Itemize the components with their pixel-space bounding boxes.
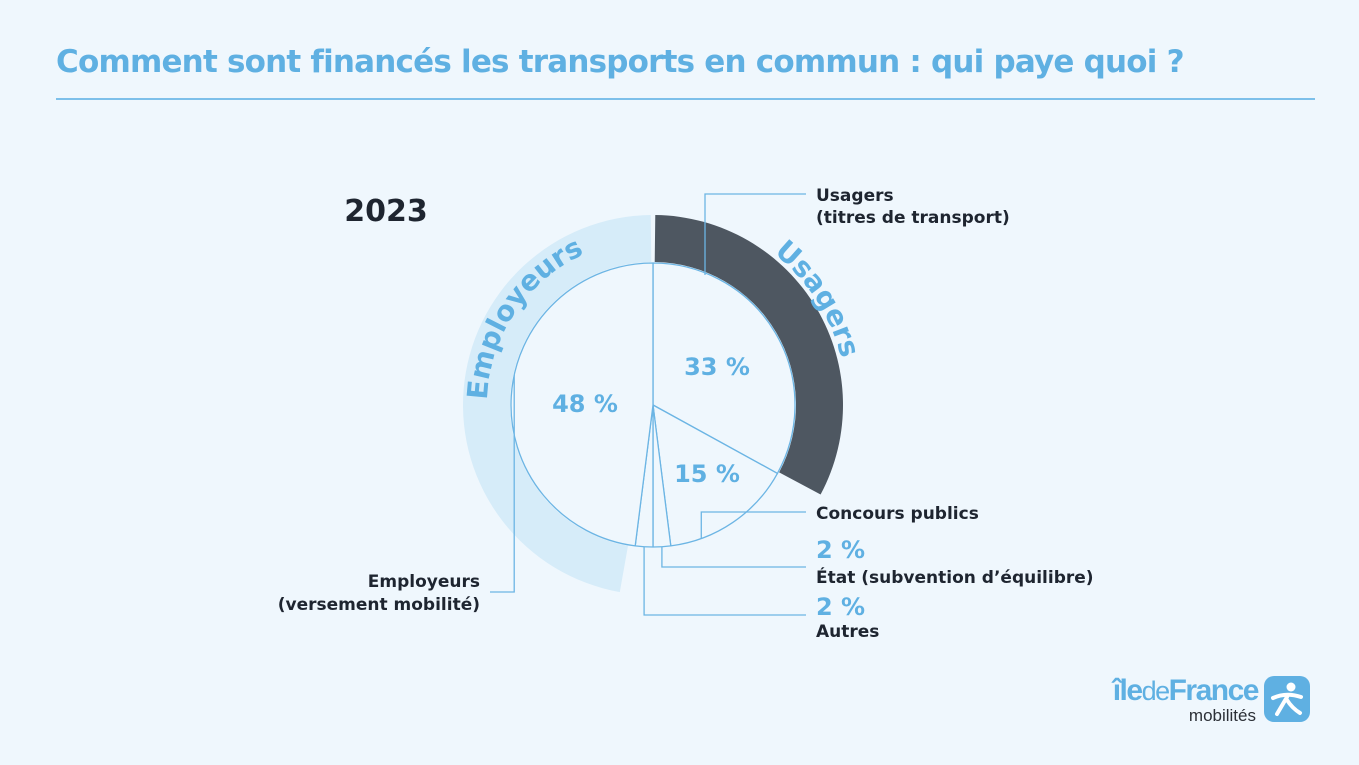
callout-employeurs-line2: (versement mobilité) xyxy=(278,595,480,615)
pedestrian-icon xyxy=(1264,676,1310,722)
leader-autres xyxy=(643,546,806,616)
slice-value-employeurs: 48 % xyxy=(552,390,618,418)
callout-etat: État (subvention d’équilibre) xyxy=(816,566,1094,588)
idf-mobilites-logo: îledeFrance mobilités xyxy=(1068,672,1318,732)
pie-slice-employeurs xyxy=(510,262,654,547)
leader-concours xyxy=(700,511,806,539)
slice-value-usagers: 33 % xyxy=(684,353,750,381)
leader-usagers xyxy=(704,193,806,275)
outer-band-employeurs xyxy=(462,215,652,593)
slice-value-concours: 15 % xyxy=(674,460,740,488)
callout-employeurs-line1: Employeurs xyxy=(368,572,480,592)
leader-etat xyxy=(661,546,806,568)
callout-autres: Autres xyxy=(816,622,879,642)
logo-wordmark: îledeFrance xyxy=(1112,674,1260,707)
page-title: Comment sont financés les transports en … xyxy=(56,44,1185,80)
pie-slice-concours xyxy=(652,404,779,547)
callout-autres-pct: 2 % xyxy=(816,593,865,621)
logo-subtitle: mobilités xyxy=(1188,706,1256,725)
callout-usagers-line1: Usagers xyxy=(816,186,894,206)
outer-band-usagers xyxy=(654,215,844,495)
callout-etat-pct: 2 % xyxy=(816,536,865,564)
callout-usagers-line2: (titres de transport) xyxy=(816,208,1010,228)
leader-employeurs xyxy=(490,375,515,593)
pie-slice-usagers xyxy=(652,262,796,475)
year-label: 2023 xyxy=(344,194,428,229)
callout-concours: Concours publics xyxy=(816,504,979,524)
title-divider xyxy=(56,98,1315,100)
